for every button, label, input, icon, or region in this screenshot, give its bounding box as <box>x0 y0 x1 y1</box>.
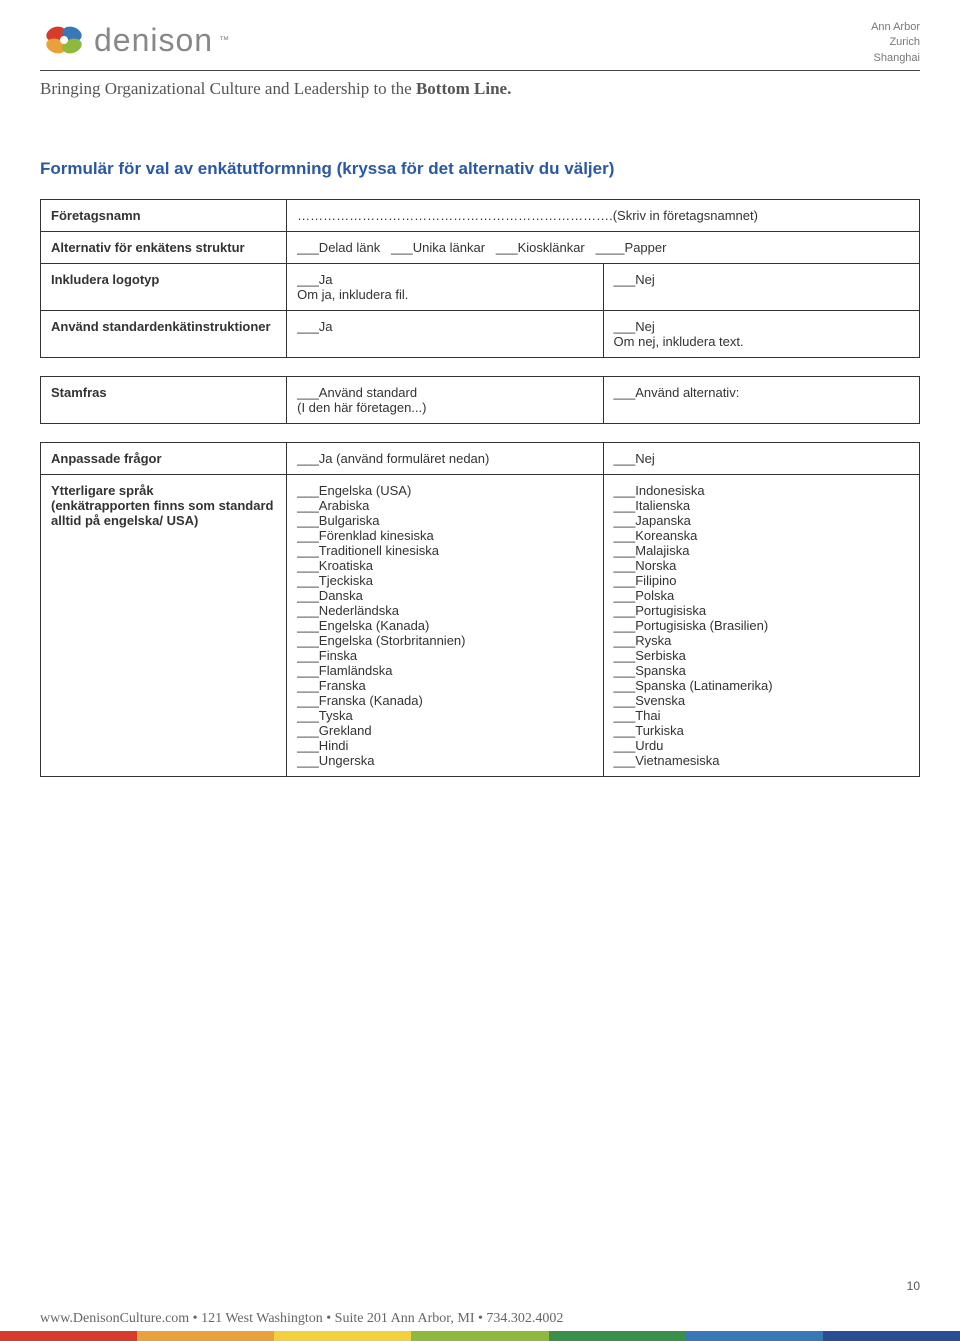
lang-option[interactable]: ___Nederländska <box>297 603 592 618</box>
opt-customq-no[interactable]: ___Nej <box>614 451 909 466</box>
lang-option[interactable]: ___Finska <box>297 648 592 663</box>
lang-option[interactable]: ___Japanska <box>614 513 909 528</box>
lang-option[interactable]: ___Tyska <box>297 708 592 723</box>
opt-stem-std-sub: (I den här företagen...) <box>297 400 592 415</box>
form-table: Företagsnamn ……………………………………………………………….(S… <box>40 199 920 358</box>
cell-lang-col2[interactable]: ___Indonesiska___Italienska___Japanska__… <box>603 475 919 777</box>
lang-option[interactable]: ___Ungerska <box>297 753 592 768</box>
lang-option[interactable]: ___Franska <box>297 678 592 693</box>
lang-option[interactable]: ___Indonesiska <box>614 483 909 498</box>
opt-papper[interactable]: ____Papper <box>596 240 667 255</box>
form-table-stem: Stamfras ___Använd standard (I den här f… <box>40 376 920 424</box>
location-list: Ann Arbor Zurich Shanghai <box>871 20 920 66</box>
lang-option[interactable]: ___Franska (Kanada) <box>297 693 592 708</box>
opt-instr-no-sub: Om nej, inkludera text. <box>614 334 909 349</box>
lang-option[interactable]: ___Urdu <box>614 738 909 753</box>
label-structure: Alternativ för enkätens struktur <box>41 232 287 264</box>
lang-option[interactable]: ___Portugisiska (Brasilien) <box>614 618 909 633</box>
footer-stripe <box>0 1331 960 1341</box>
location-item: Ann Arbor <box>871 20 920 35</box>
lang-option[interactable]: ___Thai <box>614 708 909 723</box>
lang-option[interactable]: ___Grekland <box>297 723 592 738</box>
tagline-prefix: Bringing Organizational Culture and Lead… <box>40 79 416 98</box>
label-company: Företagsnamn <box>41 200 287 232</box>
lang-option[interactable]: ___Malajiska <box>614 543 909 558</box>
cell-customq-yes[interactable]: ___Ja (använd formuläret nedan) <box>287 443 603 475</box>
form-table-lower: Anpassade frågor ___Ja (använd formuläre… <box>40 442 920 777</box>
tagline-bold: Bottom Line. <box>416 79 511 98</box>
lang-option[interactable]: ___Svenska <box>614 693 909 708</box>
lang-option[interactable]: ___Traditionell kinesiska <box>297 543 592 558</box>
opt-logo-no[interactable]: ___Nej <box>614 272 909 287</box>
row-languages: Ytterligare språk(enkätrapporten finns s… <box>41 475 920 777</box>
lang-option[interactable]: ___Förenklad kinesiska <box>297 528 592 543</box>
brand-name: denison <box>94 22 213 59</box>
cell-logo-yes[interactable]: ___Ja Om ja, inkludera fil. <box>287 264 603 311</box>
label-logo: Inkludera logotyp <box>41 264 287 311</box>
opt-logo-yes[interactable]: ___Ja <box>297 272 592 287</box>
tagline: Bringing Organizational Culture and Lead… <box>40 71 920 129</box>
location-item: Shanghai <box>871 51 920 66</box>
lang-option[interactable]: ___Kroatiska <box>297 558 592 573</box>
brand-logo: denison ™ <box>40 20 229 60</box>
lang-option[interactable]: ___Danska <box>297 588 592 603</box>
value-company[interactable]: ……………………………………………………………….(Skriv in föret… <box>287 200 920 232</box>
lang-option[interactable]: ___Filipino <box>614 573 909 588</box>
page-footer: www.DenisonCulture.com • 121 West Washin… <box>0 1311 960 1341</box>
cell-instr-no[interactable]: ___Nej Om nej, inkludera text. <box>603 311 919 358</box>
lang-option[interactable]: ___Serbiska <box>614 648 909 663</box>
label-stem: Stamfras <box>41 377 287 424</box>
lang-option[interactable]: ___Engelska (Kanada) <box>297 618 592 633</box>
lang-option[interactable]: ___Norska <box>614 558 909 573</box>
lang-option[interactable]: ___Portugisiska <box>614 603 909 618</box>
lang-option[interactable]: ___Ryska <box>614 633 909 648</box>
cell-logo-no[interactable]: ___Nej <box>603 264 919 311</box>
lang-option[interactable]: ___Vietnamesiska <box>614 753 909 768</box>
lang-option[interactable]: ___Tjeckiska <box>297 573 592 588</box>
lang-option[interactable]: ___Koreanska <box>614 528 909 543</box>
location-item: Zurich <box>871 35 920 50</box>
row-company: Företagsnamn ……………………………………………………………….(S… <box>41 200 920 232</box>
row-logo: Inkludera logotyp ___Ja Om ja, inkludera… <box>41 264 920 311</box>
opt-delad[interactable]: ___Delad länk <box>297 240 380 255</box>
row-instructions: Använd standardenkätinstruktioner ___Ja … <box>41 311 920 358</box>
cell-customq-no[interactable]: ___Nej <box>603 443 919 475</box>
lang-option[interactable]: ___Bulgariska <box>297 513 592 528</box>
page-number: 10 <box>907 1279 920 1293</box>
cell-instr-yes[interactable]: ___Ja <box>287 311 603 358</box>
row-customq: Anpassade frågor ___Ja (använd formuläre… <box>41 443 920 475</box>
lang-option[interactable]: ___Engelska (Storbritannien) <box>297 633 592 648</box>
lang-option[interactable]: ___Flamländska <box>297 663 592 678</box>
lang-option[interactable]: ___Turkiska <box>614 723 909 738</box>
lang-option[interactable]: ___Arabiska <box>297 498 592 513</box>
lang-option[interactable]: ___Spanska (Latinamerika) <box>614 678 909 693</box>
cell-stem-std[interactable]: ___Använd standard (I den här företagen.… <box>287 377 603 424</box>
lang-option[interactable]: ___Polska <box>614 588 909 603</box>
lang-option[interactable]: ___Italienska <box>614 498 909 513</box>
page-header: denison ™ Ann Arbor Zurich Shanghai <box>40 20 920 71</box>
opt-stem-alt[interactable]: ___Använd alternativ: <box>614 385 909 400</box>
row-stem: Stamfras ___Använd standard (I den här f… <box>41 377 920 424</box>
opt-instr-no[interactable]: ___Nej <box>614 319 909 334</box>
label-customq: Anpassade frågor <box>41 443 287 475</box>
opt-unika[interactable]: ___Unika länkar <box>391 240 485 255</box>
cell-stem-alt[interactable]: ___Använd alternativ: <box>603 377 919 424</box>
opt-kiosk[interactable]: ___Kiosklänkar <box>496 240 585 255</box>
opt-customq-yes[interactable]: ___Ja (använd formuläret nedan) <box>297 451 592 466</box>
opt-stem-std[interactable]: ___Använd standard <box>297 385 592 400</box>
label-instructions: Använd standardenkätinstruktioner <box>41 311 287 358</box>
opt-logo-yes-sub: Om ja, inkludera fil. <box>297 287 592 302</box>
value-structure[interactable]: ___Delad länk ___Unika länkar ___Kiosklä… <box>287 232 920 264</box>
form-title: Formulär för val av enkätutformning (kry… <box>40 159 920 179</box>
cell-lang-col1[interactable]: ___Engelska (USA)___Arabiska___Bulgarisk… <box>287 475 603 777</box>
lang-option[interactable]: ___Spanska <box>614 663 909 678</box>
lang-option[interactable]: ___Engelska (USA) <box>297 483 592 498</box>
label-languages: Ytterligare språk(enkätrapporten finns s… <box>51 483 273 528</box>
lang-option[interactable]: ___Hindi <box>297 738 592 753</box>
logo-icon <box>40 20 88 60</box>
opt-instr-yes[interactable]: ___Ja <box>297 319 592 334</box>
footer-text: www.DenisonCulture.com • 121 West Washin… <box>0 1311 960 1331</box>
row-structure: Alternativ för enkätens struktur ___Dela… <box>41 232 920 264</box>
trademark: ™ <box>219 35 229 46</box>
